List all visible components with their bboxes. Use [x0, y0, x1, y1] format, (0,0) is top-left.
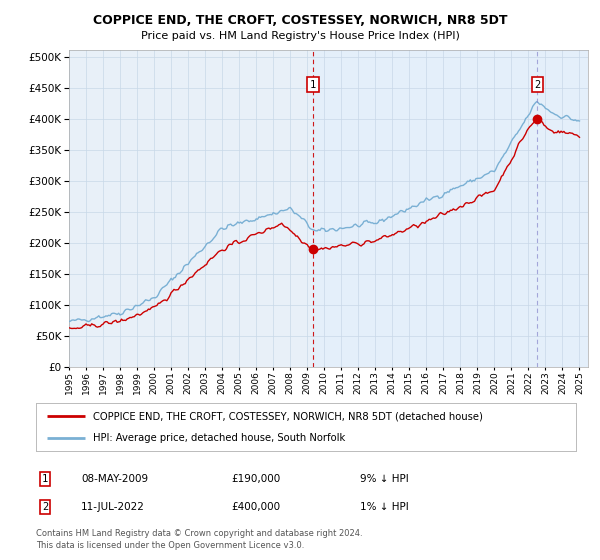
Text: 08-MAY-2009: 08-MAY-2009 — [81, 474, 148, 484]
Text: This data is licensed under the Open Government Licence v3.0.: This data is licensed under the Open Gov… — [36, 541, 304, 550]
Text: 2: 2 — [42, 502, 48, 512]
Text: COPPICE END, THE CROFT, COSTESSEY, NORWICH, NR8 5DT: COPPICE END, THE CROFT, COSTESSEY, NORWI… — [93, 14, 507, 27]
Text: £190,000: £190,000 — [231, 474, 280, 484]
Text: 1: 1 — [310, 80, 316, 90]
Text: Contains HM Land Registry data © Crown copyright and database right 2024.: Contains HM Land Registry data © Crown c… — [36, 529, 362, 538]
Text: Price paid vs. HM Land Registry's House Price Index (HPI): Price paid vs. HM Land Registry's House … — [140, 31, 460, 41]
Text: COPPICE END, THE CROFT, COSTESSEY, NORWICH, NR8 5DT (detached house): COPPICE END, THE CROFT, COSTESSEY, NORWI… — [92, 411, 482, 421]
Text: £400,000: £400,000 — [231, 502, 280, 512]
Text: 1% ↓ HPI: 1% ↓ HPI — [360, 502, 409, 512]
Text: 11-JUL-2022: 11-JUL-2022 — [81, 502, 145, 512]
Text: 1: 1 — [42, 474, 48, 484]
Text: 9% ↓ HPI: 9% ↓ HPI — [360, 474, 409, 484]
Text: HPI: Average price, detached house, South Norfolk: HPI: Average price, detached house, Sout… — [92, 433, 345, 443]
Text: 2: 2 — [535, 80, 541, 90]
Bar — [313, 50, 588, 367]
